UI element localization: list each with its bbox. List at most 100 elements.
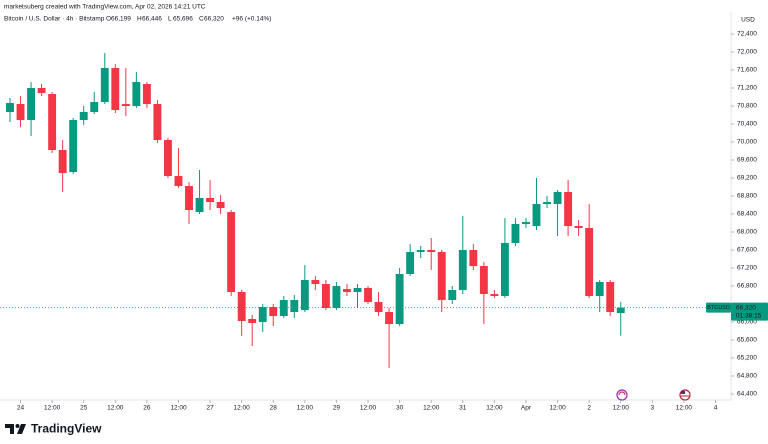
ohlc-label: H [137,16,142,23]
y-tick-label: 67,600 [737,247,757,254]
y-tick-label: 66,800 [737,283,757,290]
y-tick-label: 70,800 [737,103,757,110]
symbol: Bitcoin / U.S. Dollar · 4h · Bitstamp [4,16,105,23]
ohlc-label: C [199,16,204,23]
candle-body [606,282,615,313]
candle-body [100,68,109,103]
x-tick-label: 12:00 [613,405,630,412]
candle-body [164,140,172,177]
candle-body [574,226,583,229]
ohlc-label: L [168,16,172,23]
x-tick-label: 28 [270,405,278,412]
y-tick-label: 64,400 [737,391,757,398]
ohlc-label: O [106,16,111,23]
event-icon[interactable] [679,389,691,401]
candle-body [437,251,446,301]
candle-body [564,192,573,227]
candle-body [16,104,25,121]
x-tick-label: 12:00 [107,405,124,412]
candle-body [469,250,478,267]
y-tick-label: 67,200 [737,265,757,272]
ohlc-value: 66,320 [204,16,224,23]
y-tick-label: 69,200 [737,175,757,182]
x-tick-label: 12:00 [549,405,566,412]
x-tick-label: 26 [143,405,151,412]
candle-body [321,284,330,309]
candle-body [227,212,236,292]
y-tick-label: 65,200 [737,355,757,362]
candle-body [27,88,36,121]
candle-body [90,102,99,112]
candle-body [111,68,120,111]
candle-body [300,280,309,310]
candle-body [332,286,341,309]
x-tick-label: 12:00 [423,405,440,412]
event-icon[interactable] [616,389,628,401]
candle-body [37,88,46,94]
x-tick-label: 12:00 [676,405,693,412]
x-tick-label: 29 [333,405,341,412]
ohlc-value: 65,696 [173,16,193,23]
candle-body [553,192,562,205]
y-tick-label: 66,000 [737,319,757,326]
candle-body [195,197,204,213]
x-tick-label: 24 [17,405,25,412]
candle-body [174,176,183,187]
brand-logo[interactable] [5,424,26,434]
ohlc-change: +96 (+0.14%) [232,16,271,23]
ohlc-value: 66,199 [111,16,131,23]
candle-body [258,307,267,323]
candle-body [69,120,78,173]
ohlc-legend: O 66,199 H 66,446 L 65,696 C 66,320 +96 (+0.14%) [106,16,271,23]
candle-body [353,287,362,292]
candle-body [58,150,67,174]
candle-body [6,102,14,112]
x-tick-label: 12:00 [486,405,503,412]
x-tick-label: 2 [587,405,591,412]
x-tick-label: Apr [521,405,532,412]
x-tick-label: 27 [206,405,214,412]
candle-body [490,294,499,297]
candle-body [532,204,541,227]
x-tick-label: 12:00 [360,405,377,412]
y-tick-label: 68,400 [737,211,757,218]
y-tick-label: 71,600 [737,67,757,74]
candle-body [185,186,193,211]
candle-body [237,291,246,322]
candle-body [616,307,625,314]
ohlc-value: 66,446 [142,16,162,23]
y-tick-label: 72,000 [737,49,757,56]
candle-body [216,201,225,209]
candle-body [142,84,151,105]
candle-body [364,287,372,303]
candle-body [79,111,88,121]
candle-body [543,201,551,205]
candle-body [585,228,594,297]
credit: marketsuberg created with TradingView.co… [4,4,206,11]
candle-body [522,222,530,225]
symbol-tag: BTCUSD [707,305,730,311]
symbol-tag-bg [706,302,731,313]
candle-body [290,300,299,313]
candle-body [132,82,141,107]
candle-body [500,242,509,297]
candle-body [153,104,162,141]
countdown: 01:38:15 [736,312,762,319]
y-tick-label: 72,400 [737,31,757,38]
y-tick-label: 69,600 [737,157,757,164]
brand[interactable]: TradingView [31,422,102,436]
candle-body [427,250,436,252]
candle-body [511,224,520,243]
x-tick-label: 12:00 [234,405,251,412]
candle-body [279,300,288,317]
price-tag: 66,320 [736,304,756,311]
x-tick-label: 30 [396,405,404,412]
y-tick-label: 70,400 [737,121,757,128]
candle-body [343,289,351,292]
currency: USD [741,17,755,24]
candle-body [48,93,57,151]
candle-body [248,318,257,324]
y-tick-label: 68,800 [737,193,757,200]
candle-body [206,197,215,202]
